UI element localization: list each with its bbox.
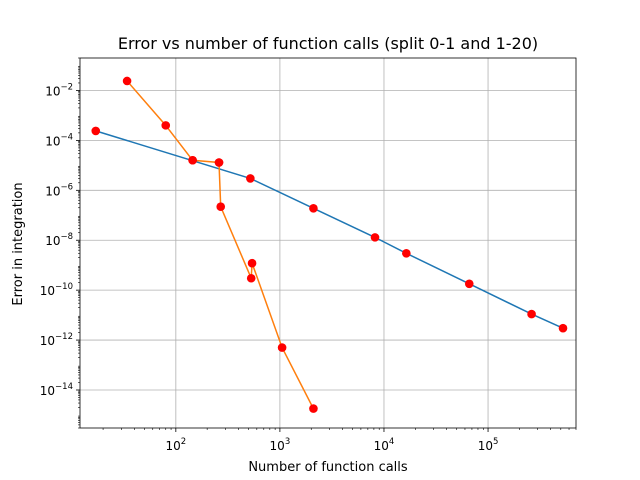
y-tick-label: 10−4 [45, 132, 73, 148]
y-tick-label: 10−8 [45, 232, 73, 248]
y-tick-label: 10−14 [40, 382, 73, 398]
data-point-series-2 [246, 273, 256, 283]
data-point-series-1 [464, 279, 474, 289]
data-point-series-2 [216, 202, 226, 212]
data-point-series-2 [277, 343, 287, 352]
series-line-1 [95, 130, 564, 329]
x-tick-label: 105 [478, 437, 499, 453]
y-axis-label: Error in integration [11, 182, 26, 305]
ticks: 102 103 104 105 10−2 10−4 10−6 10−8 10−10 10−12 10… [40, 57, 577, 453]
data-point-series-2 [309, 404, 318, 413]
data-point-series-1 [370, 233, 380, 242]
data-point-series-1 [402, 248, 411, 258]
data-point-series-1 [558, 323, 568, 333]
plot-background [80, 58, 576, 428]
data-point-marker [188, 155, 197, 165]
x-tick-label: 103 [270, 437, 291, 453]
plot-area [80, 58, 576, 428]
x-axis-label: Number of function calls [248, 460, 408, 475]
y-tick-label: 10−2 [45, 82, 73, 98]
data-point-series-2 [122, 76, 132, 86]
data-point-series-2 [247, 258, 257, 268]
y-tick-label: 10−10 [40, 282, 73, 298]
data-point-series-1 [91, 126, 101, 136]
data-point-series-1 [246, 174, 255, 183]
data-markers [91, 76, 568, 413]
data-point-series-1 [527, 309, 536, 319]
x-tick-label: 102 [165, 437, 186, 453]
data-point-series-2 [161, 121, 171, 130]
x-tick-label: 104 [374, 437, 395, 453]
y-tick-label: 10−6 [45, 182, 73, 198]
data-point-marker [214, 158, 224, 167]
axes-frame [79, 57, 577, 429]
chart-title: Error vs number of function calls (split… [118, 34, 538, 53]
axes-spines [79, 57, 577, 429]
grid-lines [80, 58, 576, 428]
data-point-series-1 [309, 204, 318, 213]
y-tick-label: 10−12 [40, 332, 73, 348]
